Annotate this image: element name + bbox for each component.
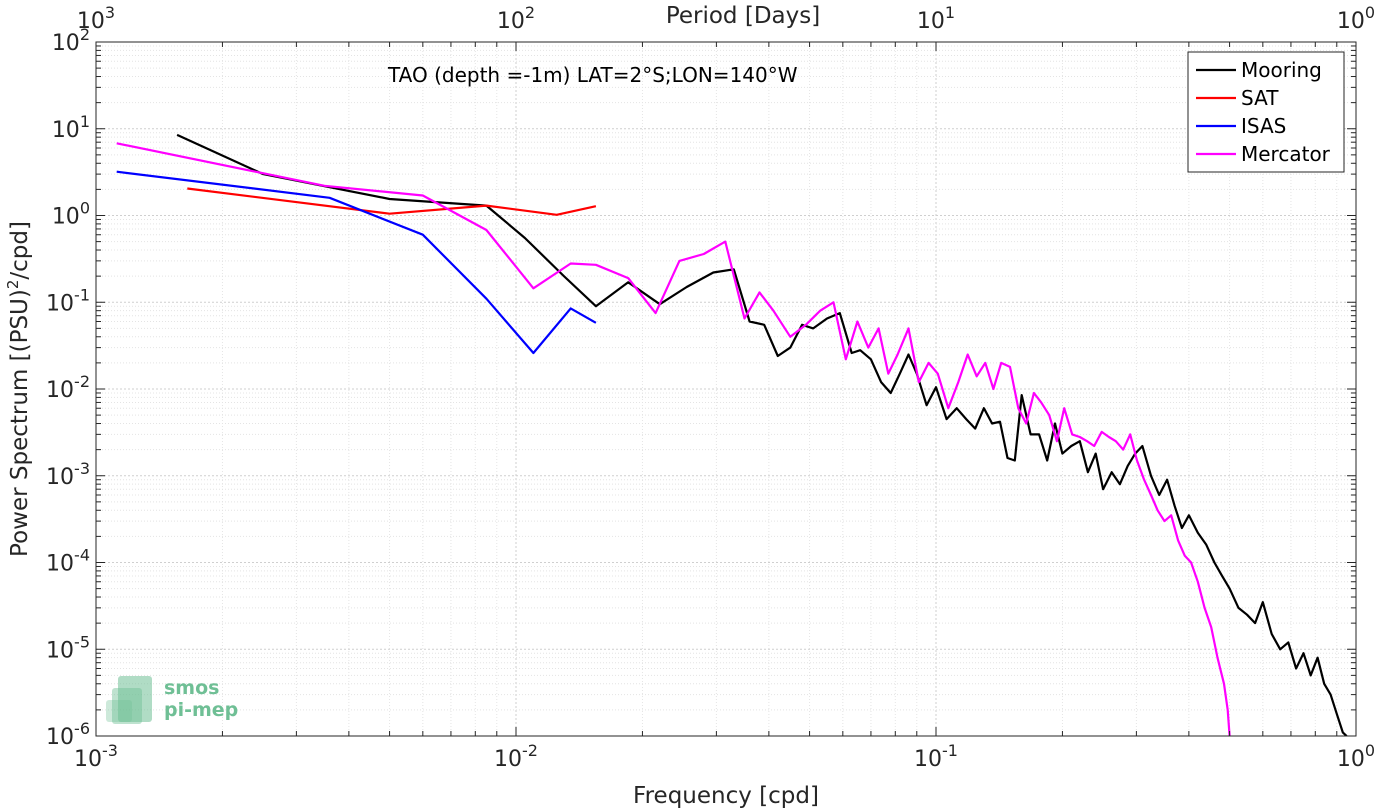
legend-label-isas: ISAS xyxy=(1241,114,1286,138)
legend-label-mercator: Mercator xyxy=(1241,142,1331,166)
top-tick-label: 103 xyxy=(77,3,115,34)
top-tick-label: 101 xyxy=(917,3,955,34)
y-tick-label: 10-5 xyxy=(46,632,90,663)
grid xyxy=(96,42,1356,736)
y-tick-label: 101 xyxy=(52,112,90,143)
y-tick-label: 10-3 xyxy=(46,459,90,490)
y-tick-label: 10-1 xyxy=(46,285,90,316)
axes: 10-3 10-2 10-1 100 10-6 10-5 10-4 10-3 10-2 10-1 1… xyxy=(46,3,1375,772)
series-line-isas xyxy=(116,170,597,355)
y-axis-label: Power Spectrum [(PSU)2/cpd] xyxy=(4,221,33,557)
y-tick-label: 10-6 xyxy=(46,719,90,750)
logo-text-smos: smos xyxy=(164,677,219,699)
legend-label-mooring: Mooring xyxy=(1241,58,1322,82)
series-line-mercator xyxy=(116,142,1231,736)
legend-label-sat: SAT xyxy=(1241,86,1279,110)
legend: Mooring SAT ISAS Mercator xyxy=(1187,51,1345,173)
x-tick-label: 10-3 xyxy=(74,741,118,772)
x-tick-label: 10-1 xyxy=(914,741,958,772)
y-tick-label: 100 xyxy=(52,199,90,230)
y-tick-label: 102 xyxy=(52,25,90,56)
x-tick-label: 100 xyxy=(1337,741,1375,772)
logo-text-pi-mep: pi-mep xyxy=(164,699,238,721)
top-tick-label: 102 xyxy=(497,3,535,34)
x-axis-label: Frequency [cpd] xyxy=(633,783,819,809)
series-lines xyxy=(116,133,1348,736)
series-line-mooring xyxy=(176,133,1348,736)
annotation-text: TAO (depth =-1m) LAT=2°S;LON=140°W xyxy=(387,63,798,87)
x-tick-label: 10-2 xyxy=(494,741,538,772)
smos-pi-mep-logo: smos pi-mep xyxy=(106,676,238,724)
top-tick-label: 100 xyxy=(1337,3,1375,34)
y-tick-label: 10-2 xyxy=(46,372,90,403)
series-line-sat xyxy=(187,187,597,216)
top-axis-label: Period [Days] xyxy=(666,3,820,29)
legend-box xyxy=(1187,51,1345,173)
y-tick-label: 10-4 xyxy=(46,546,90,577)
